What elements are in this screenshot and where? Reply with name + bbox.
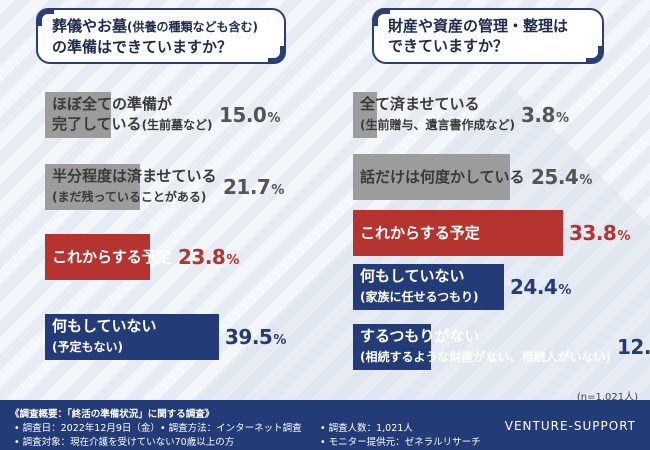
bar-value-label: 24.4% [510, 275, 571, 299]
bar [45, 314, 219, 360]
bar [353, 264, 504, 310]
bar-label-main: 何もしていない [360, 267, 465, 285]
bar-value-label: 39.5% [225, 325, 286, 349]
bar [353, 210, 563, 256]
right-question-line1: 財産や資産の管理・整理は [388, 17, 569, 35]
sample-size-note: (n=1,021人) [576, 392, 638, 403]
bar [45, 234, 150, 280]
bar-label-main: 何もしていない [52, 317, 157, 335]
bar-label: するつもりがない (相続するような財産がない、相続人がいない) [360, 324, 611, 370]
bar-label-main: 話だけは何度かしている [360, 167, 525, 186]
bar-label-sub: 完了している(生前墓など) [52, 115, 213, 133]
bar-label-main: これからする予定 [52, 247, 172, 266]
bar [353, 154, 510, 200]
left-question-line1-small: (供養の種類なども含む) [127, 20, 258, 34]
bar-value-label: 25.4% [531, 165, 592, 189]
footer-brand: VENTURE-SUPPORT [504, 419, 636, 433]
left-question-line2: の準備はできていますか？ [52, 38, 233, 56]
footer: 《調査概要：「終活の準備状況」に関する調査》 • 調査日：2022年12月9日（… [0, 400, 650, 450]
bar-label-sub: (まだ残っていることがある) [52, 190, 207, 204]
footer-provider: • モニター提供元：ゼネラルリサーチ [320, 437, 481, 448]
bar-label-sub: (生前贈与、遺言書作成など) [360, 118, 515, 132]
bar-label-main: これからする予定 [360, 223, 480, 242]
bar-label: 半分程度は済ませている (まだ残っていることがある) [52, 164, 217, 210]
bar-value-label: 15.0% [219, 103, 280, 127]
bar-value-label: 12.6% [617, 335, 650, 359]
bar-value-label: 23.8% [178, 245, 239, 269]
bar-label-main: 全て済ませている [360, 95, 480, 113]
bar [45, 164, 140, 210]
footer-target: • 調査対象：現在介護を受けていない70歳以上の方 [14, 437, 235, 448]
bar-label-sub: (予定もない) [52, 340, 123, 354]
right-question-box: 財産や資産の管理・整理は できていますか？ [372, 8, 604, 64]
left-question-line1: 葬儀やお墓 [52, 17, 128, 35]
bar-label: これからする予定 [360, 210, 480, 256]
bar [353, 324, 431, 370]
bar [353, 92, 377, 138]
footer-method: • 調査方法：インターネット調査 [160, 423, 302, 434]
bar-label: 話だけは何度かしている [360, 154, 525, 200]
bar-label-sub: (相続するような財産がない、相続人がいない) [360, 350, 611, 364]
bar-label: 全て済ませている (生前贈与、遺言書作成など) [360, 92, 515, 138]
bar-label: 何もしていない (家族に任せるつもり) [360, 264, 479, 310]
bar-value-label: 33.8% [569, 221, 630, 245]
left-question-box: 葬儀やお墓(供養の種類なども含む) の準備はできていますか？ [36, 8, 286, 64]
bar-value-label: 3.8% [521, 103, 569, 127]
bar-label-main: 半分程度は済ませている [52, 167, 217, 185]
bar-label: これからする予定 [52, 234, 172, 280]
footer-title: 《調査概要：「終活の準備状況」に関する調査》 [10, 409, 215, 420]
footer-count: • 調査人数：1,021人 [320, 423, 413, 434]
right-question-line2: できていますか？ [388, 37, 509, 55]
bar-label: 何もしていない (予定もない) [52, 314, 157, 360]
bar-label-main: ほぼ全ての準備が [52, 95, 173, 113]
bar-label-main: するつもりがない [360, 327, 480, 345]
bar-label-sub: (家族に任せるつもり) [360, 290, 479, 304]
bar [45, 92, 111, 138]
bar-label: ほぼ全ての準備が完了している(生前墓など) [52, 92, 213, 138]
bar-value-label: 21.7% [223, 175, 284, 199]
footer-date: • 調査日：2022年12月9日（金） [14, 423, 160, 434]
